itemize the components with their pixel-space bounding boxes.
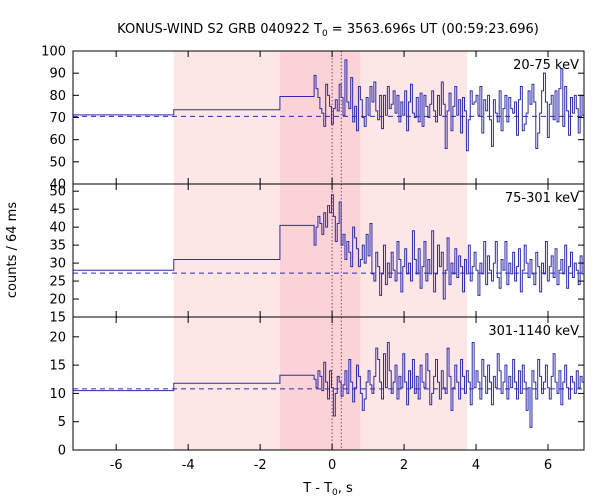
y-tick-label: 45 — [49, 203, 66, 218]
x-tick-label: 2 — [400, 458, 408, 473]
y-axis-title: counts / 64 ms — [5, 202, 20, 298]
title-main: KONUS-WIND S2 GRB 040922 T — [117, 22, 322, 37]
shaded-interval-inner — [279, 184, 361, 317]
x-axis-title-rest: , s — [338, 481, 353, 496]
x-tick-label: 0 — [328, 458, 336, 473]
shaded-interval-inner — [279, 51, 361, 184]
x-axis-title-subscript: 0 — [332, 488, 338, 498]
shaded-interval-inner — [279, 317, 361, 450]
title-subscript: 0 — [322, 29, 328, 39]
y-tick-label: 50 — [49, 155, 66, 170]
x-tick-label: -6 — [110, 458, 123, 473]
y-tick-label: 5 — [58, 415, 66, 430]
x-axis-title: T - T0, s — [302, 481, 353, 498]
chart-title: KONUS-WIND S2 GRB 040922 T0 = 3563.696s … — [117, 22, 539, 39]
y-tick-label: 80 — [49, 89, 66, 104]
y-tick-label: 15 — [49, 359, 66, 374]
y-tick-label: 60 — [49, 133, 66, 148]
energy-band-label: 75-301 keV — [505, 191, 579, 206]
x-tick-label: 6 — [544, 458, 552, 473]
x-tick-label: -2 — [254, 458, 267, 473]
y-tick-label: 100 — [41, 45, 66, 60]
energy-band-label: 301-1140 keV — [488, 324, 579, 339]
light-curve-series — [73, 341, 584, 428]
x-axis-title-main: T - T — [302, 481, 332, 496]
light-curve-series — [73, 194, 584, 300]
y-tick-label: 10 — [49, 387, 66, 402]
panel-frame — [72, 316, 585, 451]
panel-3: 0 5 10 15 20 301-1140 keV — [49, 316, 585, 459]
light-curve-series — [73, 59, 584, 152]
y-tick-label: 20 — [49, 293, 66, 308]
y-tick-label: 90 — [49, 67, 66, 82]
x-tick-label: 4 — [472, 458, 480, 473]
y-tick-label: 25 — [49, 275, 66, 290]
x-tick-label: -4 — [182, 458, 195, 473]
y-tick-label: 50 — [49, 185, 66, 200]
title-rest: = 3563.696s UT (00:59:23.696) — [328, 22, 539, 37]
panel-2: 15 20 25 30 35 40 45 50 75-301 keV — [49, 183, 585, 326]
y-tick-label: 0 — [58, 444, 66, 459]
y-tick-label: 70 — [49, 111, 66, 126]
panel-1: 40 50 60 70 80 90 100 20-75 keV — [41, 45, 585, 193]
y-tick-label: 35 — [49, 239, 66, 254]
energy-band-label: 20-75 keV — [513, 58, 579, 73]
y-tick-label: 20 — [49, 330, 66, 345]
y-tick-label: 40 — [49, 178, 66, 193]
y-tick-label: 15 — [49, 311, 66, 326]
y-tick-label: 40 — [49, 221, 66, 236]
y-tick-label: 30 — [49, 257, 66, 272]
